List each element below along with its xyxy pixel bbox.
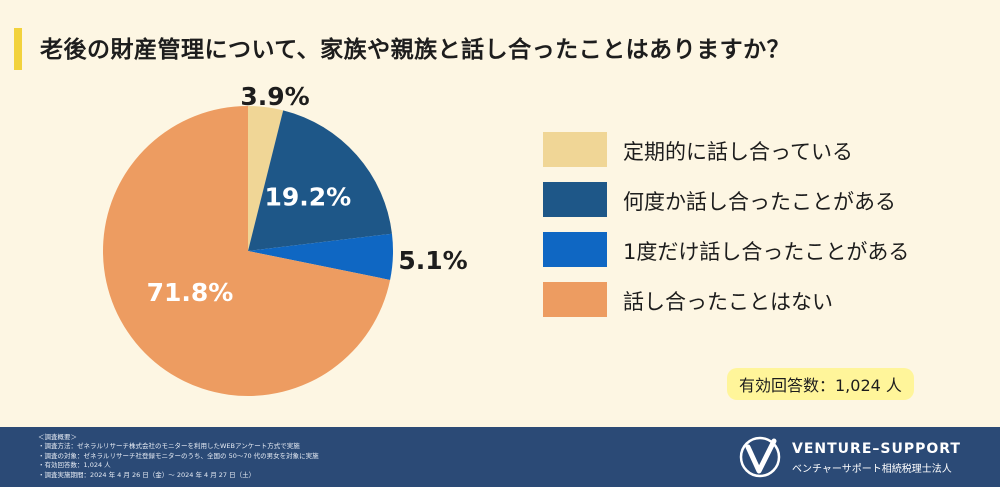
- pie-slice-never: [103, 106, 391, 397]
- legend-item-regularly: 定期的に話し合っている: [543, 128, 943, 172]
- legend-label-never: 話し合ったことはない: [623, 290, 833, 314]
- survey-note-line: ・調査実施期間：2024 年 4 月 26 日（金）〜 2024 年 4 月 2…: [38, 470, 256, 479]
- pie-slice-once: [248, 233, 393, 280]
- brand-name: VENTURE–SUPPORT: [792, 441, 961, 457]
- pie-label-once: 5.1%: [398, 246, 467, 275]
- pie-slice-regularly: [248, 106, 284, 251]
- survey-note-line: ・調査の対象：ゼネラルリサーチ社登録モニターのうち、全国の 50〜70 代の男女…: [38, 451, 319, 460]
- legend-label-once: 1度だけ話し合ったことがある: [623, 240, 910, 264]
- title-accent-bar: [14, 28, 22, 70]
- legend-label-regularly: 定期的に話し合っている: [623, 140, 853, 164]
- pie-label-regularly: 3.9%: [240, 82, 309, 111]
- brand-subtitle: ベンチャーサポート相続税理士法人: [792, 464, 952, 475]
- survey-notes: ＜調査概要＞ ・調査方法：ゼネラルリサーチ株式会社のモニターを利用したWEBアン…: [38, 433, 319, 480]
- pie-chart: 3.9% 19.2% 5.1% 71.8%: [103, 82, 468, 397]
- legend-swatch-once: [543, 232, 607, 267]
- legend-swatch-several-times: [543, 182, 607, 217]
- legend-item-never: 話し合ったことはない: [543, 278, 943, 322]
- respondent-count: 有効回答数：1,024 人: [727, 368, 914, 400]
- pie-label-never: 71.8%: [147, 278, 234, 307]
- footer: ＜調査概要＞ ・調査方法：ゼネラルリサーチ株式会社のモニターを利用したWEBアン…: [0, 427, 1000, 487]
- legend-label-several-times: 何度か話し合ったことがある: [623, 190, 896, 214]
- chart-title: 老後の財産管理について、家族や親族と話し合ったことはありますか？: [40, 37, 791, 63]
- venture-support-logo-icon: [739, 436, 781, 478]
- pie-label-several-times: 19.2%: [264, 182, 351, 211]
- pie-slice-several-times: [248, 110, 392, 252]
- legend-swatch-never: [543, 282, 607, 317]
- legend-swatch-regularly: [543, 132, 607, 167]
- legend-item-once: 1度だけ話し合ったことがある: [543, 228, 943, 272]
- survey-note-line: ・調査方法：ゼネラルリサーチ株式会社のモニターを利用したWEBアンケート方式で実…: [38, 442, 300, 451]
- survey-note-line: ＜調査概要＞: [38, 433, 77, 441]
- survey-note-line: ・有効回答数：1,024 人: [38, 461, 111, 470]
- legend-item-several-times: 何度か話し合ったことがある: [543, 178, 943, 222]
